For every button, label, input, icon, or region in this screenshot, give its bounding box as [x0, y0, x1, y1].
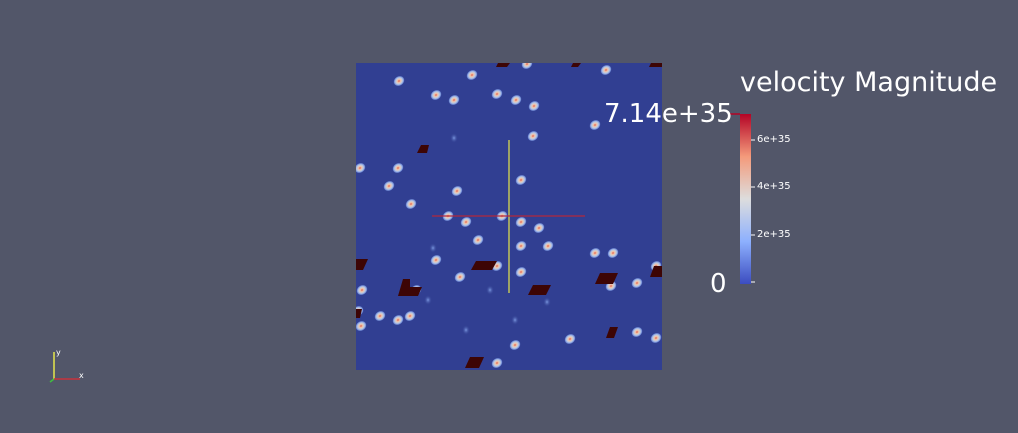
colorbar-min-label: 0 — [710, 269, 727, 299]
obstacle-cell — [606, 327, 618, 338]
colorbar-max-label: 7.14e+35 — [604, 99, 733, 129]
velocity-blob — [515, 240, 527, 252]
velocity-blob — [356, 284, 368, 296]
velocity-blob — [511, 315, 519, 325]
velocity-blob — [460, 216, 472, 228]
colorbar-title: velocity Magnitude — [740, 67, 998, 98]
velocity-blob — [393, 75, 405, 87]
velocity-blob — [472, 234, 484, 246]
velocity-blob — [466, 69, 478, 81]
velocity-blob — [356, 320, 367, 332]
velocity-blob — [521, 63, 533, 70]
obstacle-cell — [417, 145, 429, 153]
axis-x-label: x — [79, 371, 84, 380]
obstacle-cell — [356, 309, 362, 318]
velocity-blob — [510, 94, 522, 106]
colorbar-gradient — [740, 114, 751, 284]
velocity-blob — [392, 314, 404, 326]
velocity-blobs — [356, 63, 662, 369]
velocity-blob — [515, 174, 527, 186]
velocity-blob — [589, 119, 601, 131]
velocity-blob — [430, 89, 442, 101]
colorbar-tick-label: 6e+35 — [757, 134, 791, 145]
velocity-blob — [607, 247, 619, 259]
velocity-blob — [356, 162, 366, 174]
velocity-blob — [564, 333, 576, 345]
obstacle-cell — [595, 273, 618, 284]
velocity-blob — [454, 271, 466, 283]
velocity-blob — [533, 222, 545, 234]
velocity-blob — [450, 133, 458, 143]
obstacle-cell — [571, 63, 581, 67]
velocity-blob — [451, 185, 463, 197]
colorbar-tick-label: 4e+35 — [757, 181, 791, 192]
velocity-blob — [430, 254, 442, 266]
colorbar-tick-label: 2e+35 — [757, 229, 791, 240]
obstacle-cells — [356, 63, 662, 368]
orientation-axes: y x — [49, 348, 84, 383]
velocity-blob — [392, 162, 404, 174]
obstacle-cell — [356, 259, 368, 270]
velocity-blob — [589, 247, 601, 259]
axis-y-label: y — [56, 348, 61, 357]
velocity-blob — [631, 326, 643, 338]
velocity-blob — [515, 216, 527, 228]
velocity-blob — [543, 297, 551, 307]
obstacle-cell — [465, 357, 484, 368]
velocity-blob — [600, 64, 612, 76]
velocity-blob — [491, 357, 503, 369]
velocity-blob — [515, 266, 527, 278]
colorbar — [728, 113, 755, 284]
velocity-blob — [383, 180, 395, 192]
velocity-blob — [650, 332, 662, 344]
velocity-blob — [631, 277, 643, 289]
velocity-blob — [429, 243, 437, 253]
velocity-blob — [405, 198, 417, 210]
velocity-blob — [527, 130, 539, 142]
velocity-blob — [448, 94, 460, 106]
obstacle-cell — [471, 261, 497, 270]
obstacle-cell — [528, 285, 551, 295]
velocity-blob — [528, 100, 540, 112]
velocity-blob — [491, 88, 503, 100]
obstacle-cell — [649, 63, 662, 67]
velocity-blob — [509, 339, 521, 351]
obstacle-cell — [650, 266, 662, 277]
obstacle-cell — [398, 279, 422, 296]
velocity-blob — [424, 295, 432, 305]
velocity-blob — [404, 310, 416, 322]
velocity-blob — [374, 310, 386, 322]
obstacle-cell — [496, 63, 510, 67]
velocity-blob — [486, 285, 494, 295]
velocity-blob — [542, 240, 554, 252]
velocity-blob — [462, 325, 470, 335]
